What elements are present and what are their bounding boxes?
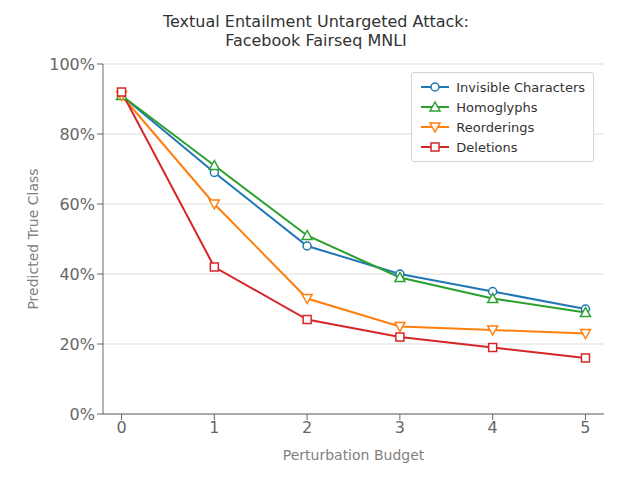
html-text:Deletions: Deletions — [456, 139, 518, 155]
svg-text:4: 4 — [488, 418, 498, 437]
svg-text:0: 0 — [116, 418, 126, 437]
svg-text:60%: 60% — [59, 195, 95, 214]
html-text:Reorderings: Reorderings — [456, 119, 535, 135]
svg-text:40%: 40% — [59, 265, 95, 284]
svg-text:2: 2 — [302, 418, 312, 437]
svg-text:0%: 0% — [70, 405, 95, 424]
svg-text:5: 5 — [580, 418, 590, 437]
html-text:Facebook Fairseq MNLI: Facebook Fairseq MNLI — [225, 31, 407, 50]
html-text:Textual Entailment Untargeted: Textual Entailment Untargeted Attack: — [163, 12, 469, 31]
svg-text:1: 1 — [209, 418, 219, 437]
svg-text:80%: 80% — [59, 125, 95, 144]
svg-text:100%: 100% — [49, 55, 95, 74]
svg-text:3: 3 — [395, 418, 405, 437]
svg-text:20%: 20% — [59, 335, 95, 354]
svg-text:Perturbation Budget: Perturbation Budget — [283, 447, 425, 463]
svg-text:Predicted True Class: Predicted True Class — [25, 168, 41, 309]
html-text:Invisible Characters: Invisible Characters — [456, 79, 585, 95]
html-text:Homoglyphs: Homoglyphs — [456, 99, 538, 115]
